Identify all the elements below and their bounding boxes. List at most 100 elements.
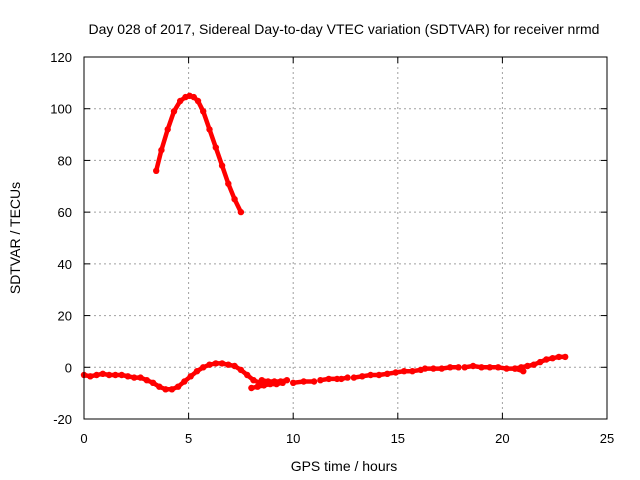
- series-arc-low-3: [258, 377, 291, 385]
- data-point: [164, 126, 171, 133]
- data-point: [143, 377, 150, 384]
- data-point: [237, 208, 245, 216]
- x-tick-label: 0: [80, 431, 87, 446]
- data-point: [400, 368, 408, 375]
- data-point: [170, 108, 178, 115]
- data-point: [118, 371, 125, 379]
- data-point: [392, 369, 399, 376]
- data-point: [181, 378, 188, 385]
- y-tick-label: 80: [58, 153, 72, 168]
- x-tick-labels: 0 5 10 15 20 25: [80, 431, 614, 446]
- data-point: [250, 377, 257, 384]
- data-point: [495, 364, 502, 371]
- data-point: [254, 383, 261, 390]
- data-point: [421, 365, 429, 372]
- data-point: [283, 377, 291, 384]
- data-point: [384, 370, 391, 377]
- data-point: [438, 365, 445, 372]
- data-point: [344, 374, 351, 381]
- data-point: [124, 373, 132, 380]
- data-point: [277, 378, 284, 385]
- y-tick-labels: -20 0 20 40 60 80 100 120: [50, 50, 72, 427]
- y-tick-label: 120: [50, 50, 72, 65]
- data-point: [310, 378, 318, 385]
- y-tick-label: -20: [53, 412, 72, 427]
- axis-ticks: [83, 56, 608, 420]
- data-point: [193, 368, 201, 375]
- data-point: [258, 377, 265, 384]
- plot-frame: [83, 56, 608, 420]
- data-point: [244, 371, 251, 379]
- data-point: [218, 162, 226, 169]
- data-point: [231, 362, 238, 370]
- y-tick-label: 100: [50, 102, 72, 117]
- x-tick-label: 5: [185, 431, 192, 446]
- data-point: [486, 364, 493, 371]
- data-point: [99, 370, 107, 377]
- data-point: [149, 379, 157, 386]
- data-point: [187, 373, 194, 380]
- data-point: [543, 356, 550, 363]
- y-axis-label: SDTVAR / TECUs: [7, 182, 23, 294]
- data-point: [87, 373, 94, 380]
- data-point: [518, 364, 525, 371]
- data-point: [300, 378, 307, 385]
- data-point: [158, 146, 165, 154]
- data-point: [177, 97, 184, 105]
- data-point: [237, 366, 245, 374]
- data-point: [194, 97, 202, 105]
- data-point: [469, 362, 477, 370]
- data-point: [446, 364, 454, 371]
- data-point: [325, 375, 332, 383]
- series-arc-low-8: [421, 364, 462, 372]
- data-point: [536, 358, 544, 366]
- x-axis-label: GPS time / hours: [291, 458, 398, 474]
- series-arc-low-7: [350, 366, 424, 381]
- data-point: [555, 353, 563, 361]
- data-point: [162, 386, 169, 393]
- data-point: [206, 361, 213, 368]
- data-point: [93, 371, 100, 379]
- y-tick-label: 20: [58, 309, 72, 324]
- data-point: [168, 386, 176, 393]
- data-point: [200, 108, 207, 115]
- data-point: [359, 373, 366, 380]
- data-point: [156, 383, 163, 390]
- x-tick-label: 10: [286, 431, 300, 446]
- data-point: [212, 360, 219, 367]
- series-arc-low-1: [80, 360, 263, 393]
- data-point: [174, 383, 182, 390]
- data-point: [112, 371, 119, 379]
- data-point: [455, 364, 462, 371]
- data-point: [478, 364, 485, 371]
- data-point: [503, 365, 510, 372]
- data-point: [137, 374, 144, 381]
- chart-title: Day 028 of 2017, Sidereal Day-to-day VTE…: [89, 21, 600, 37]
- data-point: [200, 364, 207, 371]
- data-point: [190, 93, 197, 101]
- data-point: [206, 126, 213, 133]
- series-arc-low-6: [338, 374, 351, 383]
- data-point: [264, 378, 272, 385]
- data-point: [231, 196, 238, 203]
- data-point: [290, 379, 297, 386]
- data-point: [511, 365, 519, 372]
- data-point: [225, 180, 232, 187]
- data-point: [562, 353, 569, 361]
- data-point: [153, 167, 160, 174]
- data-point: [225, 361, 232, 368]
- data-point: [549, 355, 556, 362]
- data-point: [430, 365, 437, 372]
- series-arc-low-10: [511, 353, 569, 372]
- data-point: [338, 375, 345, 383]
- data-point: [530, 361, 537, 368]
- data-point: [260, 382, 268, 389]
- data-point: [367, 371, 374, 379]
- data-point: [105, 371, 113, 379]
- series-arc-low-4: [290, 378, 318, 386]
- x-tick-label: 20: [495, 431, 509, 446]
- data-point: [317, 377, 324, 384]
- y-tick-label: 60: [58, 205, 72, 220]
